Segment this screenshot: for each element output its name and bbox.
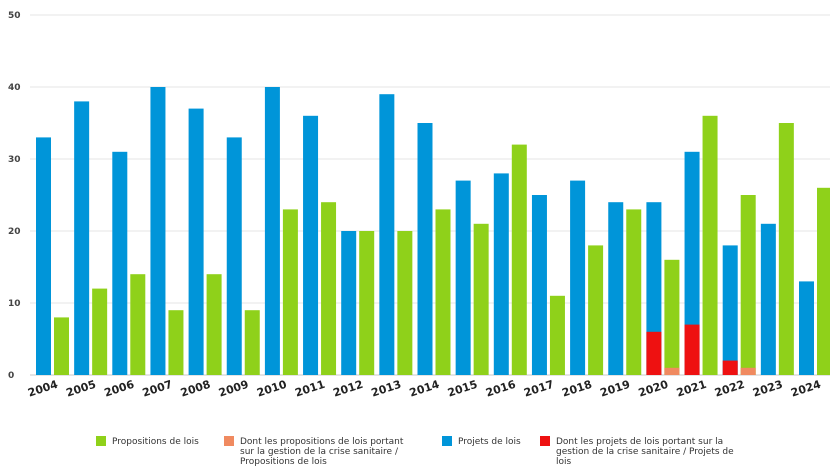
bar-projets-2007 (150, 87, 166, 375)
y-axis: 0 10 20 30 40 50 (8, 11, 21, 381)
bar-propositions-2011 (321, 202, 337, 375)
bar-projets-2006 (112, 151, 128, 375)
bar-projets-2014 (417, 123, 433, 375)
x-tick-label: 2008 (179, 378, 212, 400)
x-tick-label: 2018 (560, 378, 593, 400)
bar-projets-crise-2021 (684, 324, 700, 375)
bar-projets-2009 (226, 137, 242, 375)
bar-projets-2021 (684, 151, 700, 375)
bar-projets-crise-2020 (646, 331, 662, 375)
x-tick-label: 2016 (484, 378, 517, 400)
bar-propositions-2007 (168, 310, 184, 375)
x-tick-label: 2015 (446, 378, 479, 400)
bar-projets-2023 (760, 223, 776, 375)
bar-projets-2015 (455, 180, 471, 375)
bar-propositions-2012 (359, 231, 375, 375)
legend-label: sur la gestion de la crise sanitaire / (240, 447, 399, 457)
bar-propositions-2017 (549, 295, 565, 375)
bar-propositions-2008 (206, 274, 222, 375)
x-tick-label: 2006 (103, 378, 136, 400)
legend-label: gestion de la crise sanitaire / Projets … (556, 447, 734, 457)
bar-propositions-2023 (778, 123, 794, 375)
bar-propositions-crise-2020 (664, 367, 680, 375)
bar-propositions-2009 (244, 310, 260, 375)
bar-propositions-2013 (397, 231, 413, 375)
legend-swatch (96, 436, 106, 446)
bar-projets-2008 (188, 108, 204, 375)
x-tick-label: 2024 (789, 378, 822, 400)
x-tick-label: 2010 (255, 378, 288, 400)
legend-label: Propositions de lois (112, 437, 199, 447)
legend-label: Projets de lois (458, 437, 521, 447)
bar-propositions-2024 (817, 187, 830, 375)
bar-projets-2017 (531, 195, 547, 375)
y-tick-label: 50 (8, 11, 21, 21)
legend-swatch (540, 436, 550, 446)
bar-projets-2013 (379, 94, 395, 375)
legend-item: Projets de lois (442, 436, 521, 447)
x-tick-label: 2019 (599, 378, 632, 400)
bar-propositions-2020 (664, 259, 680, 375)
bar-projets-crise-2022 (722, 360, 738, 375)
x-tick-label: 2004 (26, 378, 59, 400)
bar-propositions-crise-2022 (740, 367, 756, 375)
bar-projets-2022 (722, 245, 738, 375)
bar-projets-2011 (303, 115, 319, 376)
y-tick-label: 30 (8, 155, 21, 165)
bar-propositions-2014 (435, 209, 451, 375)
legend-swatch (224, 436, 234, 446)
bar-projets-2024 (799, 281, 814, 375)
x-tick-label: 2007 (141, 378, 174, 400)
x-tick-label: 2021 (675, 378, 708, 400)
legend-label: Dont les propositions de lois portant (240, 437, 404, 447)
bar-propositions-2004 (54, 317, 69, 375)
bar-propositions-2006 (130, 274, 146, 375)
bar-propositions-2015 (473, 223, 489, 375)
x-tick-label: 2014 (408, 378, 441, 400)
x-tick-label: 2013 (370, 378, 403, 400)
x-tick-label: 2011 (293, 378, 326, 400)
x-tick-label: 2012 (332, 378, 365, 400)
bar-propositions-2005 (92, 288, 108, 375)
legend: Propositions de lois Dont les proposition… (96, 436, 734, 467)
x-axis: 2004 2005 2006 2007 2008 2009 2010 2011 2012 2013… (26, 378, 822, 400)
bar-projets-2012 (341, 231, 357, 375)
legend-label: lois (556, 457, 572, 467)
y-tick-label: 10 (8, 299, 21, 309)
legend-item: Propositions de lois (96, 436, 199, 447)
y-tick-label: 0 (8, 371, 14, 381)
x-tick-label: 2023 (751, 378, 784, 400)
bar-projets-2004 (36, 137, 51, 375)
legend-item: Dont les projets de lois portant sur lag… (540, 436, 734, 467)
bar-propositions-2018 (588, 245, 604, 375)
bar-propositions-2010 (282, 209, 298, 375)
legend-label: Propositions de lois (240, 457, 327, 467)
y-tick-label: 40 (8, 83, 21, 93)
bar-projets-2019 (608, 202, 624, 375)
bar-propositions-2021 (702, 115, 718, 376)
x-tick-label: 2017 (522, 378, 555, 400)
bar-propositions-2016 (511, 144, 527, 375)
bars (36, 87, 830, 376)
bar-propositions-2022 (740, 195, 756, 375)
bar-projets-2010 (264, 87, 280, 375)
legend-swatch (442, 436, 452, 446)
legend-item: Dont les propositions de lois portantsur… (224, 436, 404, 467)
x-tick-label: 2020 (637, 378, 670, 400)
x-tick-label: 2009 (217, 378, 250, 400)
legend-label: Dont les projets de lois portant sur la (556, 437, 723, 447)
x-tick-label: 2005 (64, 378, 97, 400)
x-tick-label: 2022 (713, 378, 746, 400)
bar-projets-2005 (74, 101, 90, 376)
y-tick-label: 20 (8, 227, 21, 237)
bar-propositions-2019 (626, 209, 642, 375)
bar-projets-2018 (570, 180, 586, 375)
bar-projets-2016 (493, 173, 509, 375)
